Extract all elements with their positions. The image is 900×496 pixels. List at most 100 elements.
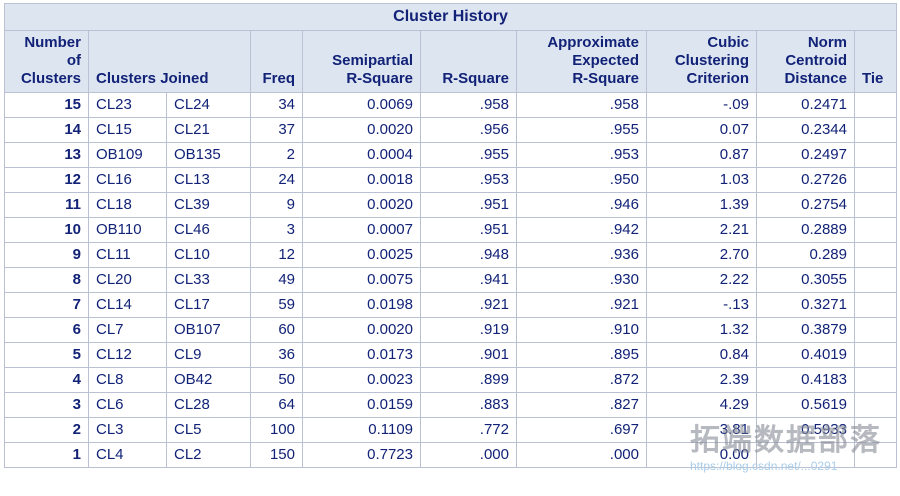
- cell-freq: 50: [250, 367, 303, 393]
- cell-number-of-clusters: 14: [4, 117, 89, 143]
- cell-norm-centroid-distance: 0.2726: [756, 167, 855, 193]
- header-clusters-joined: Clusters Joined: [88, 30, 251, 93]
- header-number-of-clusters: Number of Clusters: [4, 30, 89, 93]
- cell-cluster-joined-1: OB110: [88, 217, 167, 243]
- cell-norm-centroid-distance: 0.5933: [756, 417, 855, 443]
- cell-semipartial-rsquare: 0.0198: [302, 292, 421, 318]
- cell-freq: 2: [250, 142, 303, 168]
- cell-rsquare: .919: [420, 317, 517, 343]
- cell-norm-centroid-distance: 0.3055: [756, 267, 855, 293]
- header-approx-expected-rsquare: Approximate Expected R-Square: [516, 30, 647, 93]
- cell-rsquare: .941: [420, 267, 517, 293]
- header-cubic-clustering-criterion: Cubic Clustering Criterion: [646, 30, 757, 93]
- cluster-history-table: Cluster History Number of Clusters Clust…: [3, 3, 898, 468]
- cell-expected-rsquare: .946: [516, 192, 647, 218]
- cell-cluster-joined-1: CL4: [88, 442, 167, 468]
- cell-ccc: 0.07: [646, 117, 757, 143]
- cell-ccc: 0.87: [646, 142, 757, 168]
- cell-ccc: 4.29: [646, 392, 757, 418]
- cell-semipartial-rsquare: 0.0025: [302, 242, 421, 268]
- cell-number-of-clusters: 6: [4, 317, 89, 343]
- table-row: 7 CL14 CL17 59 0.0198.921.921 -.13 0.3271: [4, 292, 898, 318]
- table-row: 9 CL11 CL10 12 0.0025.948.936 2.70 0.289: [4, 242, 898, 268]
- cell-norm-centroid-distance: 0.5619: [756, 392, 855, 418]
- cell-semipartial-rsquare: 0.0020: [302, 317, 421, 343]
- table-row: 3 CL6 CL28 64 0.0159.883.827 4.29 0.5619: [4, 392, 898, 418]
- cell-cluster-joined-1: CL3: [88, 417, 167, 443]
- cell-cluster-joined-2: CL5: [166, 417, 251, 443]
- cell-expected-rsquare: .872: [516, 367, 647, 393]
- cell-ccc: -.13: [646, 292, 757, 318]
- cell-cluster-joined-2: CL17: [166, 292, 251, 318]
- cell-cluster-joined-2: CL9: [166, 342, 251, 368]
- cell-tie: [853, 442, 898, 468]
- cell-cluster-joined-2: CL13: [166, 167, 251, 193]
- cell-semipartial-rsquare: 0.0020: [302, 117, 421, 143]
- cell-number-of-clusters: 15: [4, 92, 89, 118]
- cell-norm-centroid-distance: 0.3879: [756, 317, 855, 343]
- cell-rsquare: .953: [420, 167, 517, 193]
- table-row: 1 CL4 CL2 150 0.7723.000.000 0.00: [4, 442, 898, 468]
- cell-norm-centroid-distance: 0.3271: [756, 292, 855, 318]
- cell-cluster-joined-2: OB107: [166, 317, 251, 343]
- cell-cluster-joined-2: CL28: [166, 392, 251, 418]
- cell-number-of-clusters: 3: [4, 392, 89, 418]
- cluster-history-report: Cluster History Number of Clusters Clust…: [3, 3, 898, 473]
- cell-rsquare: .901: [420, 342, 517, 368]
- cell-cluster-joined-2: OB42: [166, 367, 251, 393]
- cell-freq: 100: [250, 417, 303, 443]
- cell-ccc: 1.32: [646, 317, 757, 343]
- cell-norm-centroid-distance: 0.4183: [756, 367, 855, 393]
- cell-semipartial-rsquare: 0.0075: [302, 267, 421, 293]
- table-row: 12 CL16 CL13 24 0.0018.953.950 1.03 0.2726: [4, 167, 898, 193]
- cell-cluster-joined-2: CL10: [166, 242, 251, 268]
- cell-norm-centroid-distance: 0.2497: [756, 142, 855, 168]
- cell-norm-centroid-distance: 0.2889: [756, 217, 855, 243]
- cell-cluster-joined-2: CL39: [166, 192, 251, 218]
- cell-rsquare: .951: [420, 192, 517, 218]
- cell-cluster-joined-1: CL16: [88, 167, 167, 193]
- cell-tie: [853, 342, 898, 368]
- cell-expected-rsquare: .958: [516, 92, 647, 118]
- cell-ccc: 2.21: [646, 217, 757, 243]
- cell-semipartial-rsquare: 0.0173: [302, 342, 421, 368]
- cell-tie: [853, 142, 898, 168]
- table-row: 15 CL23 CL24 34 0.0069.958.958 -.09 0.2471: [4, 92, 898, 118]
- table-row: 5 CL12 CL9 36 0.0173.901.895 0.84 0.4019: [4, 342, 898, 368]
- cell-rsquare: .956: [420, 117, 517, 143]
- cell-semipartial-rsquare: 0.7723: [302, 442, 421, 468]
- table-row: 10 OB110 CL46 3 0.0007.951.942 2.21 0.2889: [4, 217, 898, 243]
- cell-tie: [853, 217, 898, 243]
- cell-norm-centroid-distance: 0.2471: [756, 92, 855, 118]
- cell-cluster-joined-1: CL23: [88, 92, 167, 118]
- cell-number-of-clusters: 7: [4, 292, 89, 318]
- cell-ccc: 2.70: [646, 242, 757, 268]
- header-norm-centroid-distance: Norm Centroid Distance: [756, 30, 855, 93]
- cell-ccc: 0.84: [646, 342, 757, 368]
- cell-expected-rsquare: .955: [516, 117, 647, 143]
- cell-expected-rsquare: .921: [516, 292, 647, 318]
- cell-freq: 59: [250, 292, 303, 318]
- cell-cluster-joined-1: CL7: [88, 317, 167, 343]
- cell-expected-rsquare: .930: [516, 267, 647, 293]
- table-row: 13 OB109 OB135 2 0.0004.955.953 0.87 0.2497: [4, 142, 898, 168]
- cell-tie: [853, 267, 898, 293]
- table-row: 4 CL8 OB42 50 0.0023.899.872 2.39 0.4183: [4, 367, 898, 393]
- cell-norm-centroid-distance: 0.4019: [756, 342, 855, 368]
- cell-number-of-clusters: 10: [4, 217, 89, 243]
- cell-expected-rsquare: .697: [516, 417, 647, 443]
- header-tie: Tie: [853, 30, 898, 93]
- cell-cluster-joined-1: CL15: [88, 117, 167, 143]
- cell-semipartial-rsquare: 0.0023: [302, 367, 421, 393]
- cell-freq: 3: [250, 217, 303, 243]
- table-row: 8 CL20 CL33 49 0.0075.941.930 2.22 0.3055: [4, 267, 898, 293]
- cell-rsquare: .958: [420, 92, 517, 118]
- cell-cluster-joined-1: OB109: [88, 142, 167, 168]
- cell-number-of-clusters: 11: [4, 192, 89, 218]
- cell-freq: 64: [250, 392, 303, 418]
- cell-ccc: 3.81: [646, 417, 757, 443]
- cell-norm-centroid-distance: 0.2344: [756, 117, 855, 143]
- cell-cluster-joined-1: CL8: [88, 367, 167, 393]
- cell-tie: [853, 292, 898, 318]
- cell-freq: 150: [250, 442, 303, 468]
